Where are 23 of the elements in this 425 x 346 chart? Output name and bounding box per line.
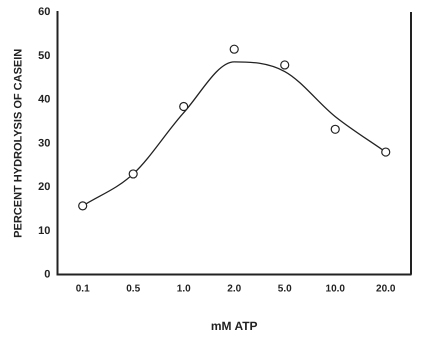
point	[128, 169, 138, 179]
y-tick-label: 0	[44, 268, 50, 281]
x-tick-label: 10.0	[326, 283, 346, 294]
y-tick-label: 60	[38, 6, 50, 18]
x-tick-label: 5.0	[278, 283, 292, 294]
point	[179, 102, 188, 112]
y-tick-label: 20	[38, 181, 50, 194]
x-tick-label: 0.1	[76, 283, 90, 294]
point	[230, 44, 239, 54]
y-axis-title: PERCENT HYDROLYSIS OF CASEIN	[12, 48, 25, 238]
y-tick-label: 40	[38, 94, 50, 106]
point	[330, 124, 340, 134]
point	[280, 60, 290, 70]
point	[381, 147, 390, 157]
x-tick-label: 1.0	[176, 283, 192, 294]
y-tick-label: 50	[38, 50, 50, 62]
y-tick-label: 30	[38, 137, 50, 150]
x-tick-label: 2.0	[227, 283, 242, 294]
x-axis-title: mM ATP	[210, 319, 258, 334]
x-tick-label: 0.5	[126, 283, 141, 294]
y-tick-label: 10	[38, 224, 50, 237]
point	[78, 201, 88, 210]
x-tick-label: 20.0	[376, 283, 396, 294]
